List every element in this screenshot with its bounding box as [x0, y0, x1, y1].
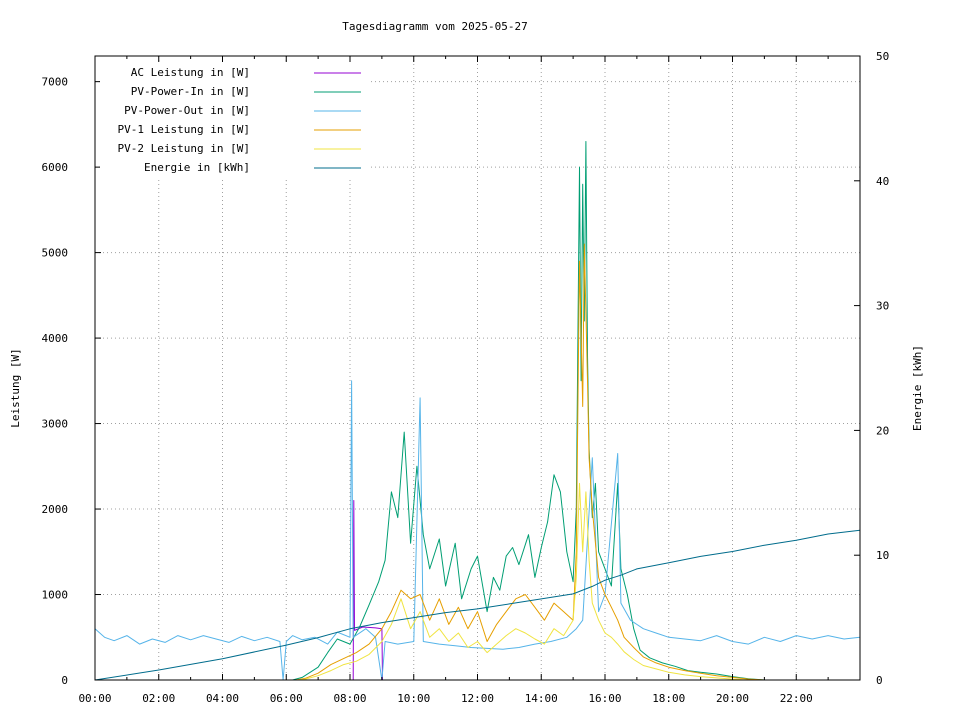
- chart-title: Tagesdiagramm vom 2025-05-27: [342, 20, 527, 33]
- y2-tick-label: 40: [876, 175, 889, 188]
- legend-background: [100, 62, 370, 178]
- y2-axis-label: Energie [kWh]: [911, 345, 924, 431]
- legend-label: PV-2 Leistung in [W]: [118, 142, 250, 155]
- x-tick-label: 18:00: [652, 692, 685, 705]
- y2-tick-label: 10: [876, 549, 889, 562]
- series-line-pv-power-out-in-w: [94, 380, 861, 681]
- y-tick-label: 6000: [42, 161, 69, 174]
- legend: AC Leistung in [W] PV-Power-In in [W] PV-P…: [100, 62, 370, 178]
- x-tick-label: 22:00: [780, 692, 813, 705]
- x-tick-label: 00:00: [78, 692, 111, 705]
- x-tick-label: 20:00: [716, 692, 749, 705]
- series-line-pv-1-leistung-in-w: [95, 243, 860, 681]
- y2-tick-label: 30: [876, 300, 889, 313]
- x-tick-label: 14:00: [525, 692, 558, 705]
- x-tick-label: 06:00: [270, 692, 303, 705]
- axis-layer: 00:00 02:00 04:00 06:00 08:00 10:00 12:00 14:00…: [42, 50, 890, 705]
- y-tick-label: 0: [61, 674, 68, 687]
- x-tick-label: 16:00: [588, 692, 621, 705]
- legend-label: AC Leistung in [W]: [131, 66, 250, 79]
- series-layer: [94, 141, 861, 681]
- plot-frame: [94, 55, 861, 681]
- series-line-pv-2-leistung-in-w: [95, 482, 860, 681]
- series-line-pv-power-in-in-w: [95, 141, 860, 681]
- legend-label: PV-Power-In in [W]: [131, 85, 250, 98]
- y2-tick-label: 50: [876, 50, 889, 63]
- x-tick-label: 08:00: [333, 692, 366, 705]
- series-line-energie-in-kwh: [94, 529, 861, 681]
- y-axis-label: Leistung [W]: [9, 348, 22, 427]
- y-tick-label: 5000: [42, 247, 69, 260]
- y-tick-label: 1000: [42, 589, 69, 602]
- legend-label: Energie in [kWh]: [144, 161, 250, 174]
- y-tick-label: 7000: [42, 76, 69, 89]
- x-tick-label: 04:00: [206, 692, 239, 705]
- legend-label: PV-Power-Out in [W]: [124, 104, 250, 117]
- legend-label: PV-1 Leistung in [W]: [118, 123, 250, 136]
- x-tick-label: 12:00: [461, 692, 494, 705]
- y-tick-label: 2000: [42, 503, 69, 516]
- x-tick-label: 02:00: [142, 692, 175, 705]
- y2-tick-label: 20: [876, 424, 889, 437]
- y2-tick-label: 0: [876, 674, 883, 687]
- x-tick-label: 10:00: [397, 692, 430, 705]
- y-tick-label: 3000: [42, 418, 69, 431]
- y-tick-label: 4000: [42, 332, 69, 345]
